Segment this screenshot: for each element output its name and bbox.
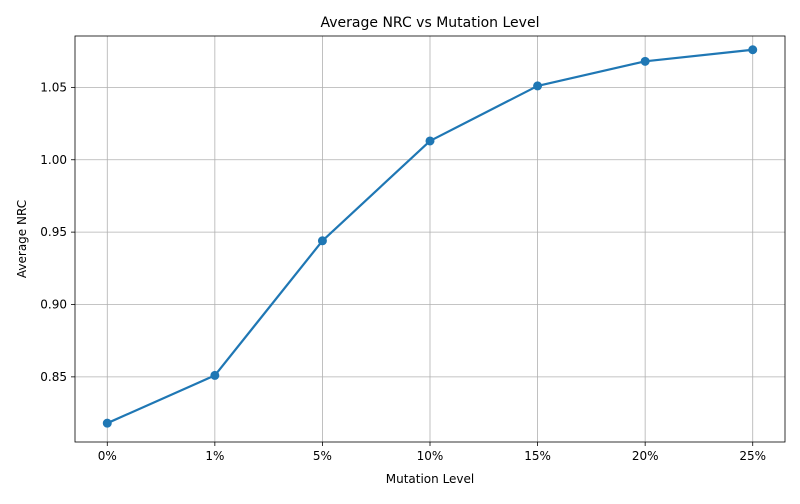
x-tick-label: 15%	[524, 449, 551, 463]
data-point	[210, 370, 220, 380]
series-layer	[102, 45, 758, 428]
tick-marks	[71, 86, 754, 446]
data-point	[102, 418, 112, 428]
data-point	[748, 45, 758, 55]
y-tick-labels: 0.85 0.90 0.95 1.00 1.05	[40, 80, 67, 383]
x-tick-label: 25%	[739, 449, 766, 463]
x-tick-labels: 0% 1% 5% 10% 15% 20% 25%	[98, 449, 766, 463]
data-point	[317, 236, 327, 246]
y-tick-label: 0.95	[40, 225, 67, 239]
y-tick-label: 1.00	[40, 153, 67, 167]
x-tick-label: 20%	[632, 449, 659, 463]
grid-lines	[75, 36, 785, 442]
x-tick-label: 1%	[205, 449, 224, 463]
y-tick-label: 1.05	[40, 80, 67, 94]
x-tick-label: 0%	[98, 449, 117, 463]
data-point	[640, 56, 650, 66]
x-axis-label: Mutation Level	[386, 472, 475, 486]
y-tick-label: 0.85	[40, 370, 67, 384]
y-axis-label: Average NRC	[15, 200, 29, 278]
chart-title: Average NRC vs Mutation Level	[321, 15, 540, 31]
x-tick-label: 5%	[313, 449, 332, 463]
x-tick-label: 10%	[417, 449, 444, 463]
data-point	[533, 81, 543, 91]
y-tick-label: 0.90	[40, 297, 67, 311]
data-point	[425, 136, 435, 146]
